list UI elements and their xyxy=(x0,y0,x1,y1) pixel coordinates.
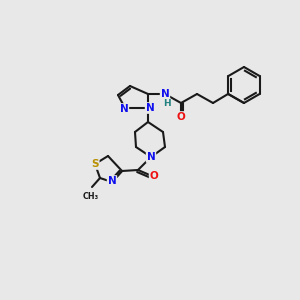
Text: S: S xyxy=(91,159,99,169)
Text: N: N xyxy=(147,152,155,162)
Text: N: N xyxy=(108,176,116,186)
Text: O: O xyxy=(150,171,158,181)
Text: O: O xyxy=(177,112,185,122)
Text: H: H xyxy=(163,98,171,107)
Text: N: N xyxy=(120,104,128,114)
Text: N: N xyxy=(146,103,154,113)
Text: N: N xyxy=(160,89,169,99)
Text: CH₃: CH₃ xyxy=(83,192,99,201)
